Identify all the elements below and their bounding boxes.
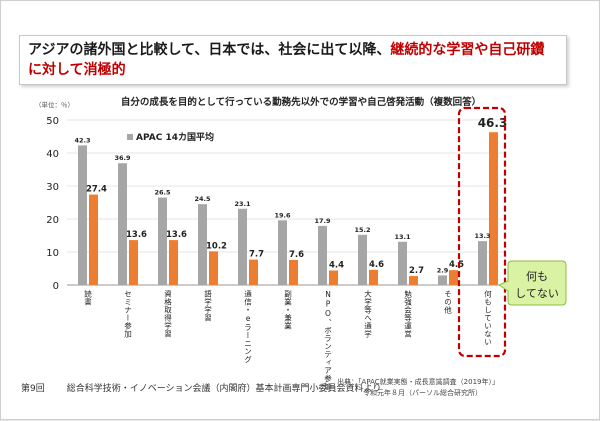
value-label-apac: 15.2 (354, 226, 370, 234)
value-label-japan: 46.3 (478, 116, 508, 130)
headline-box: アジアの諸外国と比較して、日本では、社会に出て以降、継続的な学習や自己研鑽に対し… (19, 35, 567, 85)
callout: 何も してない (497, 260, 567, 306)
value-label-japan: 4.6 (369, 260, 384, 270)
bar-japan (449, 270, 458, 285)
bar-apac (118, 163, 127, 285)
bar-japan (89, 194, 98, 285)
y-tick-label: 0 (53, 281, 59, 292)
unit-label: （単位：％） (35, 100, 74, 109)
bar-apac (278, 220, 287, 285)
category-label: 副業・兼業 (283, 290, 292, 331)
bar-japan (409, 276, 418, 285)
y-tick-label: 20 (46, 215, 59, 226)
legend-label-apac: APAC 14カ国平均 (136, 131, 214, 143)
value-label-japan: 4.5 (449, 260, 464, 270)
category-label: その他 (443, 290, 452, 315)
footer-left: 第9回 総合科学技術・イノベーション会議（内閣府）基本計画専門小委員会資料より (21, 381, 381, 394)
bar-apac (238, 208, 247, 285)
value-label-japan: 13.6 (166, 230, 187, 240)
value-label-japan: 13.6 (126, 230, 147, 240)
category-label: 資格取得学習 (163, 289, 172, 339)
category-label: NPO、ボランティア参加 (323, 290, 332, 391)
value-label-apac: 13.3 (474, 232, 490, 240)
category-label: 語学学習 (203, 289, 212, 323)
value-label-japan: 10.2 (206, 241, 227, 251)
callout-text-line1: 何も (526, 270, 548, 283)
callout-text-line2: してない (515, 287, 559, 300)
value-labels: 42.3 27.4 36.9 13.6 26.5 13.6 24.5 10.2 23.1 7.7 1… (74, 116, 507, 276)
category-label: 大学等へ通学 (363, 289, 372, 338)
category-label: 通信・eラーニング (243, 289, 252, 364)
value-label-apac: 23.1 (234, 200, 251, 208)
bar-apac (358, 234, 367, 285)
bar-japan (129, 240, 138, 285)
bar-apac (398, 241, 407, 285)
value-label-japan: 4.4 (329, 260, 344, 270)
value-label-apac: 24.5 (194, 195, 211, 203)
bar-japan (209, 251, 218, 285)
y-tick-label: 30 (46, 182, 59, 193)
chart-title: 自分の成長を目的として行っている勤務先以外での学習や自己啓発活動（複数回答） (121, 96, 481, 108)
source-line-2: 令和元年８月（パーソル総合研究所） (363, 389, 483, 397)
y-tick-label: 50 (46, 116, 59, 127)
value-label-apac: 26.5 (154, 189, 171, 197)
bar-japan (169, 240, 178, 285)
bar-japan (329, 270, 338, 285)
callout-bubble (497, 260, 567, 306)
legend: APAC 14カ国平均 (127, 131, 214, 143)
meeting-name: 総合科学技術・イノベーション会議（内閣府）基本計画専門小委員会資料より (66, 384, 382, 394)
bars (78, 132, 498, 285)
y-axis: 0 10 20 30 40 50 (46, 116, 59, 292)
category-label: 読書 (83, 289, 92, 307)
source-note: 出典：「APAC就業実態・成長意識調査（2019年）」 令和元年８月（パーソル総… (337, 377, 499, 399)
value-label-japan: 27.4 (86, 185, 107, 195)
bar-japan (489, 132, 498, 285)
bar-apac (318, 225, 327, 285)
bar-apac (438, 275, 447, 285)
value-label-japan: 2.7 (409, 266, 424, 276)
y-tick-label: 40 (46, 149, 59, 160)
headline-highlight: 継続的な学習や自己研鑽に対して消極的 (28, 42, 545, 78)
headline-prefix: アジアの諸外国と比較して、日本では、社会に出て以降、 (28, 42, 391, 58)
bar-apac (198, 204, 207, 285)
bar-apac (78, 145, 87, 285)
category-labels: 読書 セミナー参加 資格取得学習 語学学習 通信・eラーニング 副業・兼業 NPO、ボランテ… (83, 289, 492, 392)
value-label-apac: 13.1 (394, 233, 411, 241)
page-number: 第9回 (21, 384, 45, 394)
value-label-japan: 7.7 (249, 250, 264, 260)
bar-japan (289, 259, 298, 285)
category-label: 勉強会等運営 (403, 289, 412, 339)
y-tick-label: 10 (46, 248, 59, 259)
value-label-apac: 19.6 (274, 211, 291, 219)
value-label-japan: 7.6 (289, 250, 304, 260)
category-label: セミナー参加 (123, 290, 132, 339)
bar-apac (158, 197, 167, 285)
value-label-apac: 17.9 (314, 217, 331, 225)
bar-apac (478, 241, 487, 285)
legend-swatch-apac (127, 134, 133, 140)
value-label-apac: 36.9 (114, 154, 131, 162)
value-label-apac: 2.9 (437, 266, 449, 274)
source-line-1: 出典：「APAC就業実態・成長意識調査（2019年）」 (337, 378, 499, 386)
category-label: 何もしていない (483, 289, 492, 346)
bar-japan (369, 269, 378, 285)
value-label-apac: 42.3 (74, 136, 90, 144)
bar-japan (249, 259, 258, 285)
